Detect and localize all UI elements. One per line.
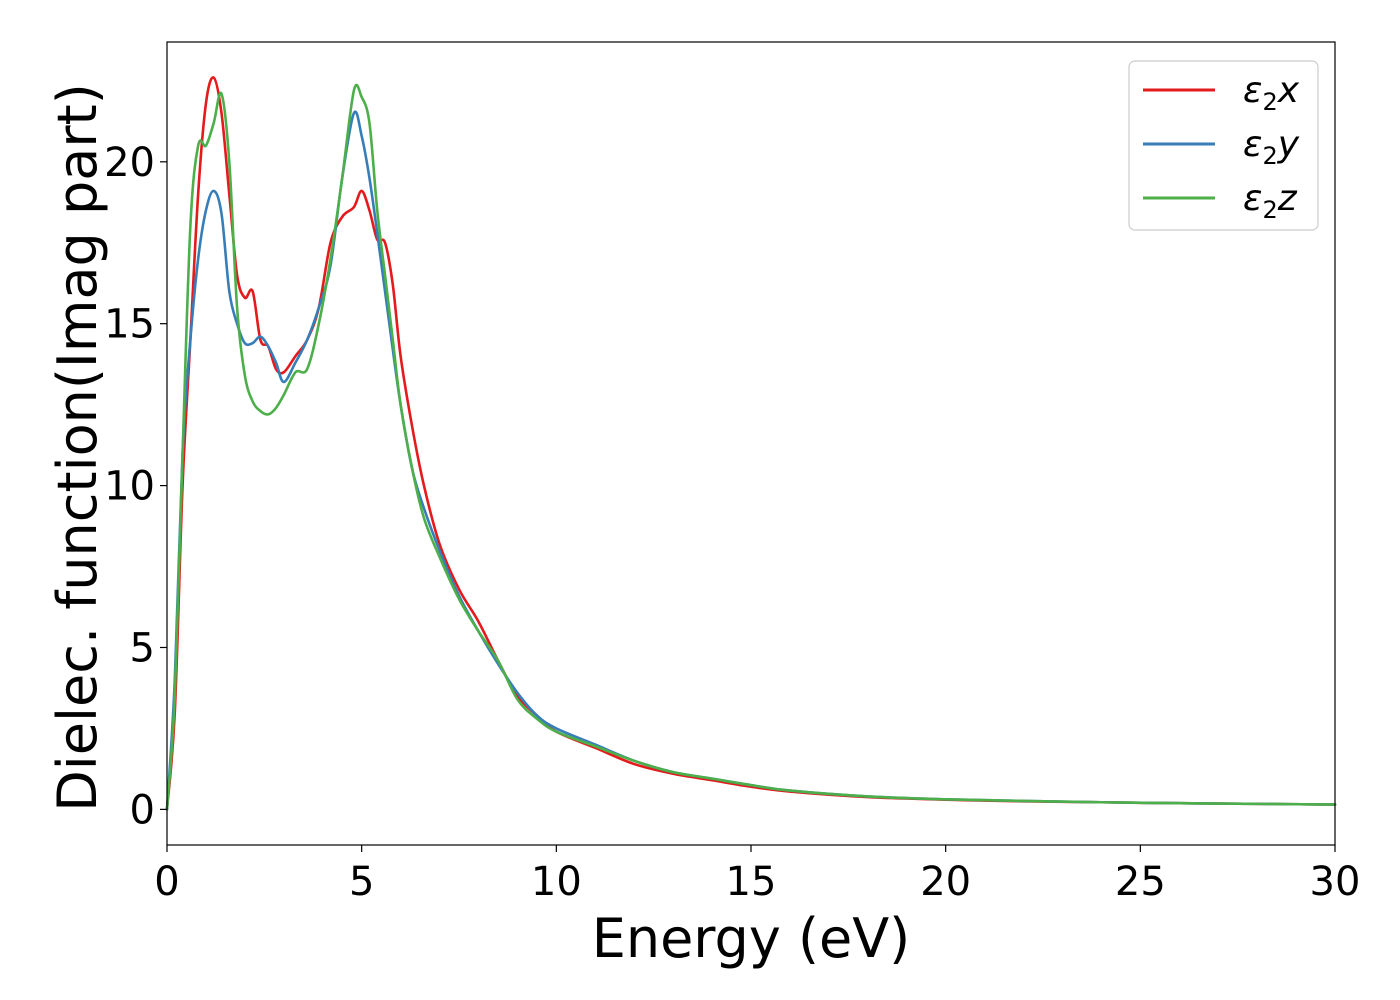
series-layer [165, 76, 1337, 811]
y-tick-label: 10 [104, 464, 155, 510]
x-axis-ticks: 0 5 10 15 20 25 30 [154, 845, 1360, 905]
x-tick-label: 5 [349, 859, 374, 905]
y-tick-label: 5 [130, 625, 155, 671]
x-tick-label: 10 [531, 859, 582, 905]
x-tick-label: 25 [1115, 859, 1166, 905]
y-tick-label: 20 [104, 140, 155, 186]
y-tick-label: 0 [130, 787, 155, 833]
legend-label-x: ε2x [1243, 70, 1300, 116]
series-line-x [165, 76, 1337, 811]
legend-label-y: ε2y [1243, 124, 1300, 170]
x-axis-label: Energy (eV) [592, 907, 911, 970]
y-axis-label: Dielec. function(Imag part) [46, 83, 109, 812]
x-tick-label: 15 [726, 859, 777, 905]
y-tick-label: 15 [104, 302, 155, 348]
series-line-z [165, 83, 1337, 811]
x-tick-label: 20 [920, 859, 971, 905]
y-axis-ticks: 0 5 10 15 20 [104, 140, 167, 833]
x-tick-label: 0 [154, 859, 179, 905]
legend: ε2x ε2y ε2z [1128, 60, 1319, 231]
legend-box [1128, 60, 1319, 231]
legend-label-z: ε2z [1243, 178, 1298, 224]
x-tick-label: 30 [1310, 859, 1361, 905]
